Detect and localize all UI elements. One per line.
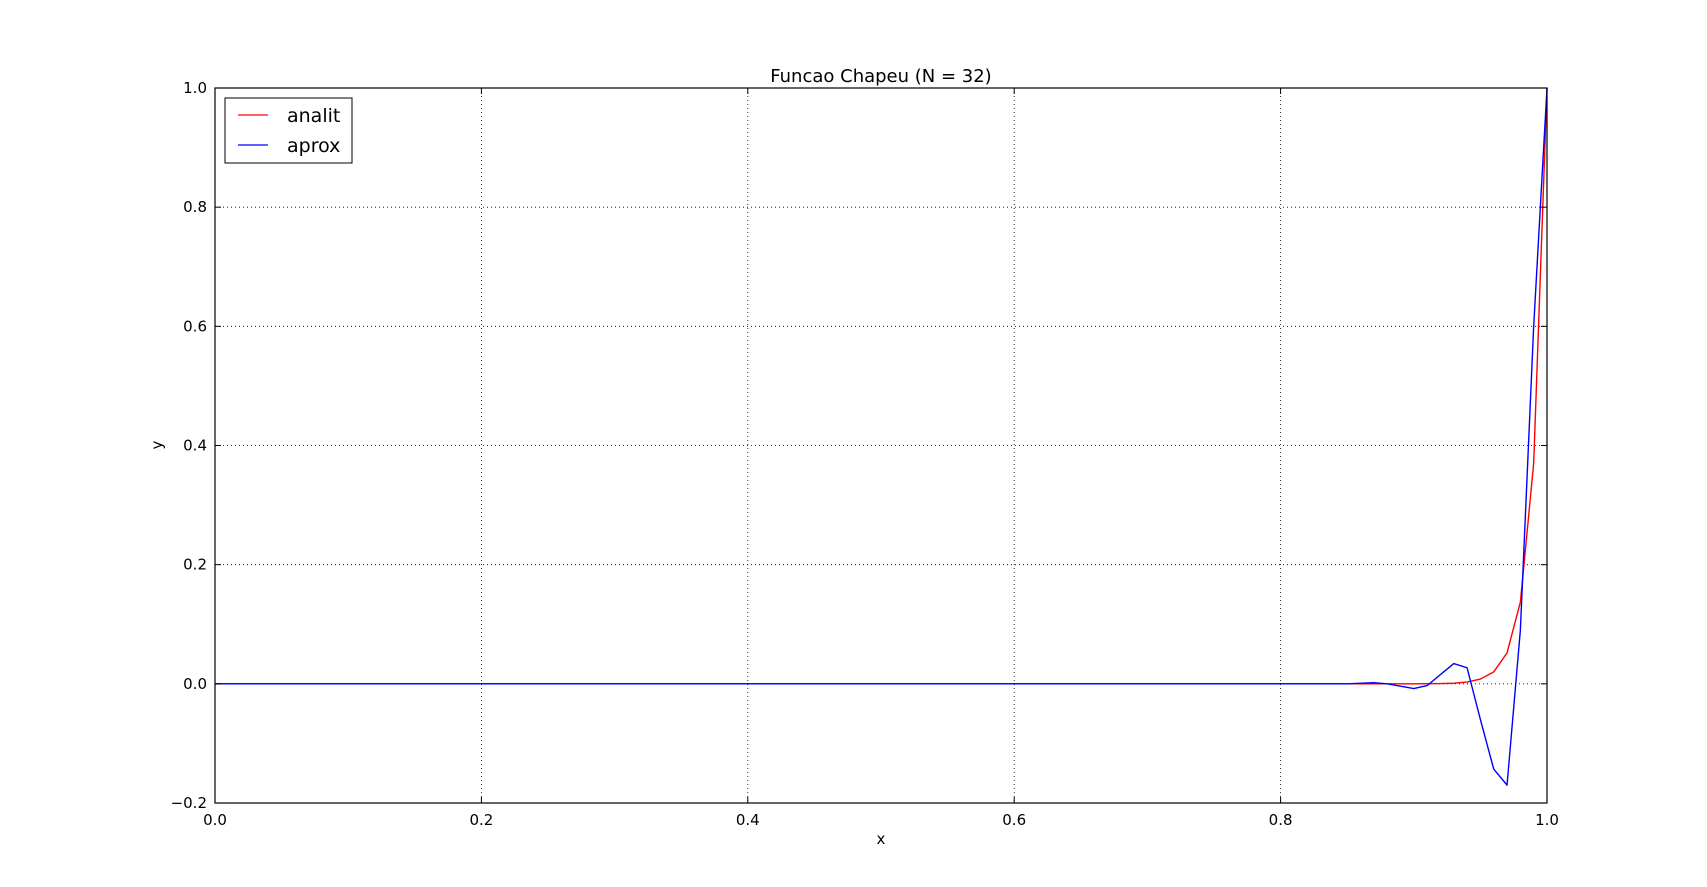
series-lines (215, 87, 1548, 786)
legend-label-aprox: aprox (287, 135, 340, 157)
y-axis-label: y (148, 440, 166, 449)
legend-box (224, 97, 353, 164)
y-tick-label: 0.4 (183, 437, 207, 455)
x-tick-label: 0.8 (1269, 811, 1293, 829)
x-tick-label: 0.4 (736, 811, 760, 829)
y-tick-label: 0.2 (183, 556, 207, 574)
tick-labels: 0.0 0.2 0.4 0.6 0.8 1.0−0.20.00.20.40.60.81.0 (171, 79, 1559, 829)
y-tick-label: 0.6 (183, 317, 207, 335)
y-tick-label: 0.8 (183, 198, 207, 216)
y-tick-label: −0.2 (171, 794, 207, 812)
legend: analit aprox (224, 97, 353, 164)
chart-title: Funcao Chapeu (N = 32) (770, 66, 991, 87)
x-tick-label: 0.0 (203, 811, 227, 829)
y-tick-label: 1.0 (183, 79, 207, 97)
series-line-aprox (215, 87, 1548, 786)
x-axis-label: x (877, 830, 886, 848)
x-tick-label: 0.2 (469, 811, 493, 829)
legend-label-analit: analit (287, 105, 340, 127)
y-tick-label: 0.0 (183, 675, 207, 693)
x-tick-label: 1.0 (1535, 811, 1559, 829)
ticks (214, 87, 1548, 804)
x-tick-label: 0.6 (1002, 811, 1026, 829)
